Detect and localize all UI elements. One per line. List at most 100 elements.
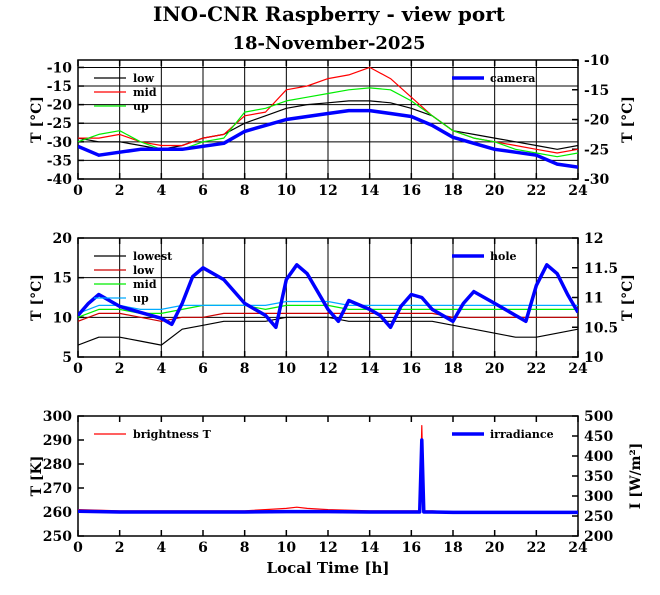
- x-tick-label: 8: [240, 361, 250, 377]
- chart-title: INO-CNR Raspberry - view port: [153, 2, 506, 26]
- legend-label: low: [133, 264, 155, 277]
- y2-tick-label: 400: [584, 449, 613, 465]
- x-tick-label: 0: [73, 183, 83, 199]
- legend-label: low: [133, 72, 155, 85]
- panel-1: 0 2 4 6 8 10 12 14 16 18 20 22 24-40-35-30-25-20-15-…: [29, 53, 636, 199]
- x-tick-label: 12: [318, 183, 337, 199]
- y-tick-label: -30: [47, 135, 73, 151]
- x-tick-label: 22: [527, 540, 546, 556]
- y-tick-label: -35: [47, 153, 72, 169]
- y-axis-label: T [°C]: [29, 274, 45, 321]
- y2-tick-label: 450: [584, 429, 613, 445]
- x-tick-label: 22: [527, 183, 546, 199]
- x-tick-label: 16: [402, 540, 421, 556]
- y2-tick-label: 11: [584, 291, 603, 307]
- legend-label: irradiance: [490, 428, 554, 441]
- legend-label: brightness T: [133, 428, 212, 441]
- x-tick-label: 2: [115, 540, 125, 556]
- y-tick-label: 250: [43, 529, 72, 545]
- x-tick-label: 4: [156, 540, 166, 556]
- y-tick-label: 290: [43, 433, 72, 449]
- y-tick-label: 300: [43, 409, 72, 425]
- y2-tick-label: 11.5: [584, 261, 618, 277]
- x-tick-label: 12: [318, 540, 337, 556]
- series-line-hole: [78, 263, 578, 330]
- y2-tick-label: -10: [584, 53, 610, 69]
- x-tick-label: 24: [568, 183, 588, 199]
- x-tick-label: 20: [485, 540, 505, 556]
- panel-2: 0 2 4 6 8 10 12 14 16 18 20 22 2451015201010.51111.5…: [29, 231, 636, 377]
- x-tick-label: 10: [277, 540, 297, 556]
- x-tick-label: 10: [277, 183, 297, 199]
- y2-tick-label: 250: [584, 509, 613, 525]
- series-line-irradiance: [78, 438, 578, 515]
- x-tick-label: 4: [156, 183, 166, 199]
- x-tick-label: 16: [402, 183, 421, 199]
- legend-label: mid: [133, 278, 157, 291]
- chart-subtitle: 18-November-2025: [232, 33, 425, 54]
- y2-tick-label: 500: [584, 409, 613, 425]
- x-tick-label: 6: [198, 361, 208, 377]
- y-tick-label: 270: [43, 481, 72, 497]
- legend-label: lowest: [133, 250, 173, 263]
- x-tick-label: 8: [240, 540, 250, 556]
- y-tick-label: 15: [53, 271, 72, 287]
- x-tick-label: 10: [277, 361, 297, 377]
- y-tick-label: -10: [47, 60, 73, 76]
- series-line-lowest: [78, 316, 578, 346]
- x-tick-label: 18: [443, 540, 462, 556]
- y2-axis-label: T [°C]: [620, 96, 636, 143]
- x-tick-label: 18: [443, 183, 462, 199]
- y2-tick-label: 10: [584, 350, 604, 366]
- x-tick-label: 8: [240, 183, 250, 199]
- x-tick-label: 22: [527, 361, 546, 377]
- legend-label: up: [133, 292, 149, 305]
- x-tick-label: 14: [360, 183, 380, 199]
- y2-tick-label: 200: [584, 529, 613, 545]
- y2-tick-label: -20: [584, 113, 610, 129]
- series-line-mid: [78, 304, 578, 318]
- x-tick-label: 20: [485, 361, 505, 377]
- y-tick-label: -20: [47, 98, 73, 114]
- legend-label: up: [133, 100, 149, 113]
- chart-panels: 0 2 4 6 8 10 12 14 16 18 20 22 24-40-35-30-25-20-15-…: [29, 53, 644, 556]
- y-tick-label: 20: [53, 231, 73, 247]
- y2-axis-label: T [°C]: [620, 274, 636, 321]
- panel-3: 0 2 4 6 8 10 12 14 16 18 20 22 242502602702802903002…: [29, 409, 644, 556]
- x-tick-label: 2: [115, 183, 125, 199]
- y2-tick-label: -30: [584, 172, 610, 188]
- y-tick-label: -40: [47, 172, 73, 188]
- y2-axis-label: I [W/m²]: [628, 443, 644, 509]
- y2-tick-label: 350: [584, 469, 613, 485]
- y2-tick-label: 10.5: [584, 320, 618, 336]
- series-line-low: [78, 312, 578, 322]
- y-tick-label: 260: [43, 505, 72, 521]
- series-line-camera: [78, 108, 578, 169]
- y-tick-label: 280: [43, 457, 72, 473]
- y-tick-label: 5: [62, 350, 72, 366]
- x-tick-label: 18: [443, 361, 462, 377]
- y2-tick-label: -15: [584, 83, 609, 99]
- y2-tick-label: 300: [584, 489, 613, 505]
- y-tick-label: -25: [47, 116, 72, 132]
- x-tick-label: 14: [360, 361, 380, 377]
- x-tick-label: 6: [198, 183, 208, 199]
- y-axis-label: T [°C]: [29, 96, 45, 143]
- legend-label: hole: [490, 250, 517, 263]
- x-tick-label: 2: [115, 361, 125, 377]
- y-tick-label: -15: [47, 79, 72, 95]
- y2-tick-label: 12: [584, 231, 603, 247]
- legend-label: camera: [490, 72, 535, 85]
- x-tick-label: 4: [156, 361, 166, 377]
- x-tick-label: 24: [568, 540, 588, 556]
- x-tick-label: 24: [568, 361, 588, 377]
- y2-tick-label: -25: [584, 142, 609, 158]
- x-tick-label: 14: [360, 540, 380, 556]
- legend-label: mid: [133, 86, 157, 99]
- x-tick-label: 16: [402, 361, 421, 377]
- x-tick-label: 20: [485, 183, 505, 199]
- x-tick-label: 0: [73, 361, 83, 377]
- y-tick-label: 10: [53, 310, 73, 326]
- x-tick-label: 12: [318, 361, 337, 377]
